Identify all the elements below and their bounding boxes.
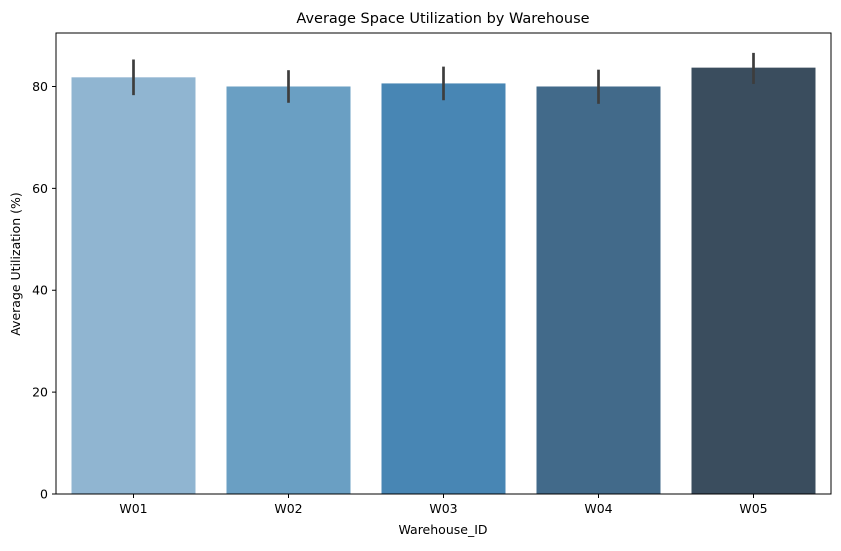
y-tick-label: 60 <box>32 181 48 196</box>
y-tick-label: 40 <box>32 283 48 298</box>
x-axis-label: Warehouse_ID <box>398 522 487 537</box>
x-tick-label: W05 <box>739 501 767 516</box>
chart-title: Average Space Utilization by Warehouse <box>296 11 589 27</box>
bar-w01 <box>71 77 196 494</box>
x-tick-label: W02 <box>274 501 302 516</box>
y-axis-label: Average Utilization (%) <box>8 192 23 336</box>
y-tick-label: 0 <box>40 487 48 502</box>
plot-area: 0 20 40 60 80 W01 W02 W03 W04 W05 <box>32 32 832 516</box>
x-tick-label: W01 <box>119 501 147 516</box>
bar-w04 <box>536 86 661 495</box>
bar-w03 <box>381 83 506 495</box>
bar-w05 <box>691 67 816 494</box>
x-tick-label: W03 <box>429 501 457 516</box>
y-tick-label: 80 <box>32 79 48 94</box>
bar-w02 <box>226 86 351 495</box>
y-tick-label: 20 <box>32 385 48 400</box>
x-tick-label: W04 <box>584 501 612 516</box>
